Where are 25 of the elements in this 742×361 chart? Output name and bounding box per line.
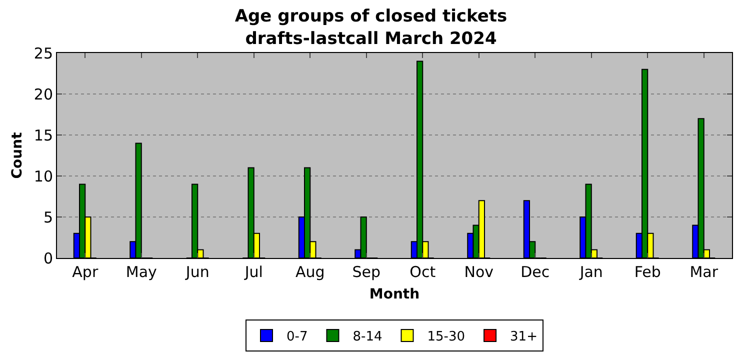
x-tick-label: Jun <box>184 263 210 281</box>
x-tick-label: Nov <box>464 263 494 281</box>
y-tick-label: 10 <box>34 167 53 186</box>
legend-label: 0-7 <box>286 330 308 345</box>
x-tick-label: Apr <box>72 263 99 281</box>
x-tick-label: Mar <box>690 263 719 281</box>
x-axis-title: Month <box>369 286 420 302</box>
y-axis-title: Count <box>10 132 26 179</box>
x-tick-label: Jan <box>578 263 603 281</box>
x-tick-label: Sep <box>352 263 381 281</box>
legend-label: 8-14 <box>352 330 382 345</box>
x-tick-label: Dec <box>520 263 550 281</box>
y-tick-label: 20 <box>34 85 53 104</box>
y-tick-label: 15 <box>34 126 53 144</box>
y-tick-label: 25 <box>34 44 53 62</box>
legend-label: 31+ <box>510 330 538 345</box>
y-tick-label: 5 <box>43 208 53 226</box>
x-tick-label: May <box>126 263 158 281</box>
x-tick-label: Feb <box>634 263 661 281</box>
x-tick-label: Aug <box>295 263 325 281</box>
y-tick-label: 0 <box>43 249 53 268</box>
chart-title: Age groups of closed tickets drafts-lastcall March 2024 <box>234 6 508 49</box>
x-tick-label: Oct <box>410 263 436 281</box>
legend-label: 15-30 <box>427 330 466 345</box>
x-tick-label: Jul <box>244 263 263 281</box>
